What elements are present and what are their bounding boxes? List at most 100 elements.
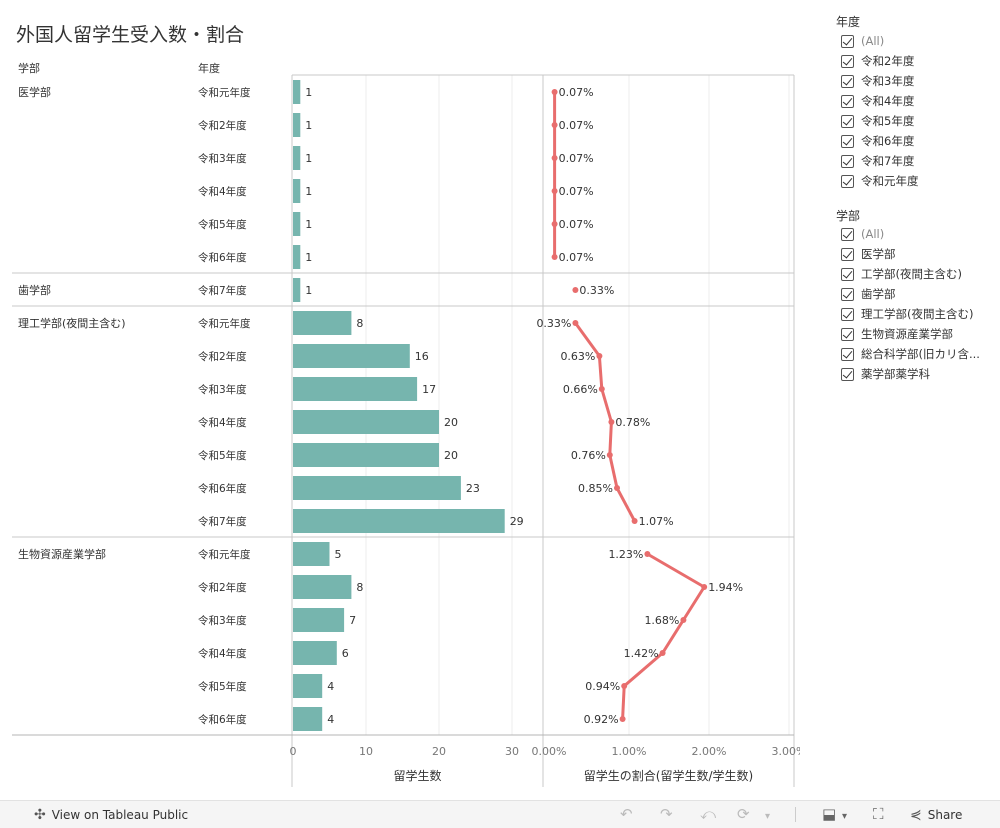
- faculty-filter-item[interactable]: (All): [841, 225, 884, 243]
- ratio-point[interactable]: [551, 89, 558, 95]
- bar[interactable]: [293, 311, 352, 335]
- faculty-filter-item[interactable]: 薬学部薬学科: [841, 365, 930, 383]
- ratio-point[interactable]: [551, 188, 558, 194]
- ratio-value-label: 0.92%: [584, 713, 619, 726]
- ratio-point[interactable]: [614, 485, 620, 491]
- year-filter-item[interactable]: 令和5年度: [841, 112, 914, 130]
- checkbox-icon[interactable]: [841, 34, 854, 48]
- revert-icon[interactable]: ⤺: [700, 805, 717, 823]
- bar[interactable]: [293, 476, 461, 500]
- checkbox-icon[interactable]: [841, 134, 854, 148]
- bar[interactable]: [293, 443, 439, 467]
- checkbox-icon[interactable]: [841, 114, 854, 128]
- checkbox-icon[interactable]: [841, 267, 854, 281]
- ratio-point[interactable]: [644, 551, 651, 557]
- redo-icon[interactable]: ↷: [660, 805, 673, 823]
- ratio-value-label: 0.07%: [559, 86, 594, 99]
- download-icon[interactable]: ⬓: [822, 805, 837, 823]
- ratio-point[interactable]: [680, 617, 687, 623]
- ratio-point[interactable]: [572, 287, 579, 293]
- year-label: 令和元年度: [198, 317, 251, 330]
- bar[interactable]: [293, 542, 330, 566]
- checkbox-icon[interactable]: [841, 174, 854, 188]
- bar[interactable]: [293, 179, 301, 203]
- ratio-point[interactable]: [551, 254, 558, 260]
- faculty-filter-item-label: 医学部: [861, 247, 896, 261]
- ratio-point[interactable]: [551, 155, 558, 161]
- ratio-point[interactable]: [631, 518, 638, 524]
- bar[interactable]: [293, 410, 439, 434]
- faculty-label: 生物資源産業学部: [18, 547, 106, 561]
- ratio-point[interactable]: [701, 584, 708, 590]
- year-filter-item[interactable]: 令和7年度: [841, 152, 914, 170]
- download-dropdown-icon[interactable]: ▾: [842, 811, 848, 822]
- ratio-point[interactable]: [598, 386, 605, 392]
- bar[interactable]: [293, 608, 345, 632]
- year-label: 令和5年度: [198, 449, 247, 462]
- checkbox-icon[interactable]: [841, 367, 854, 381]
- faculty-filter-item[interactable]: 工学部(夜間主含む): [841, 265, 962, 283]
- bar-value-label: 20: [444, 449, 458, 462]
- ratio-point[interactable]: [551, 122, 558, 128]
- ratio-point[interactable]: [551, 221, 558, 227]
- undo-icon[interactable]: ↶: [620, 805, 633, 823]
- faculty-filter-item[interactable]: 歯学部: [841, 285, 896, 303]
- faculty-filter-item[interactable]: 総合科学部(旧カリ含...: [841, 345, 980, 363]
- year-filter-item[interactable]: 令和元年度: [841, 172, 919, 190]
- checkbox-icon[interactable]: [841, 287, 854, 301]
- bar[interactable]: [293, 146, 301, 170]
- line-axis-tick: 1.00%: [612, 745, 647, 758]
- checkbox-icon[interactable]: [841, 74, 854, 88]
- ratio-point[interactable]: [606, 452, 613, 458]
- year-filter-item-label: 令和6年度: [861, 134, 915, 148]
- faculty-filter-item-label: 薬学部薬学科: [861, 367, 930, 381]
- year-filter-item[interactable]: 令和3年度: [841, 72, 914, 90]
- year-filter-item[interactable]: 令和4年度: [841, 92, 914, 110]
- bar[interactable]: [293, 641, 337, 665]
- bar[interactable]: [293, 575, 352, 599]
- faculty-filter-item[interactable]: 医学部: [841, 245, 896, 263]
- checkbox-icon[interactable]: [841, 307, 854, 321]
- checkbox-icon[interactable]: [841, 327, 854, 341]
- ratio-point[interactable]: [572, 320, 579, 326]
- year-filter-item[interactable]: 令和2年度: [841, 52, 914, 70]
- checkbox-icon[interactable]: [841, 154, 854, 168]
- bar[interactable]: [293, 113, 301, 137]
- bar[interactable]: [293, 509, 505, 533]
- checkbox-icon[interactable]: [841, 54, 854, 68]
- view-on-tableau-button[interactable]: ✣ View on Tableau Public: [34, 807, 188, 823]
- bar[interactable]: [293, 245, 301, 269]
- ratio-value-label: 0.07%: [559, 218, 594, 231]
- faculty-filter-item[interactable]: 生物資源産業学部: [841, 325, 953, 343]
- bar[interactable]: [293, 278, 301, 302]
- bar[interactable]: [293, 674, 323, 698]
- faculty-filter-item[interactable]: 理工学部(夜間主含む): [841, 305, 973, 323]
- refresh-icon[interactable]: ⟳: [737, 805, 750, 823]
- bar-value-label: 1: [305, 218, 312, 231]
- share-button[interactable]: ⋞ Share: [910, 807, 962, 823]
- bar[interactable]: [293, 707, 323, 731]
- checkbox-icon[interactable]: [841, 347, 854, 361]
- year-label: 令和2年度: [198, 581, 247, 594]
- year-filter-item[interactable]: 令和6年度: [841, 132, 914, 150]
- bar[interactable]: [293, 80, 301, 104]
- share-label: Share: [927, 808, 963, 822]
- bar[interactable]: [293, 377, 418, 401]
- ratio-point[interactable]: [621, 683, 628, 689]
- year-filter-item[interactable]: (All): [841, 32, 884, 50]
- checkbox-icon[interactable]: [841, 227, 854, 241]
- checkbox-icon[interactable]: [841, 94, 854, 108]
- fullscreen-icon[interactable]: ⛶: [873, 805, 884, 823]
- checkbox-icon[interactable]: [841, 247, 854, 261]
- year-label: 令和6年度: [198, 251, 247, 264]
- ratio-point[interactable]: [608, 419, 615, 425]
- bar[interactable]: [293, 212, 301, 236]
- bar-value-label: 7: [349, 614, 356, 627]
- bar-value-label: 20: [444, 416, 458, 429]
- ratio-point[interactable]: [659, 650, 666, 656]
- bar[interactable]: [293, 344, 410, 368]
- ratio-point[interactable]: [596, 353, 603, 359]
- refresh-dropdown-icon[interactable]: ▾: [765, 811, 771, 822]
- ratio-point[interactable]: [619, 716, 626, 722]
